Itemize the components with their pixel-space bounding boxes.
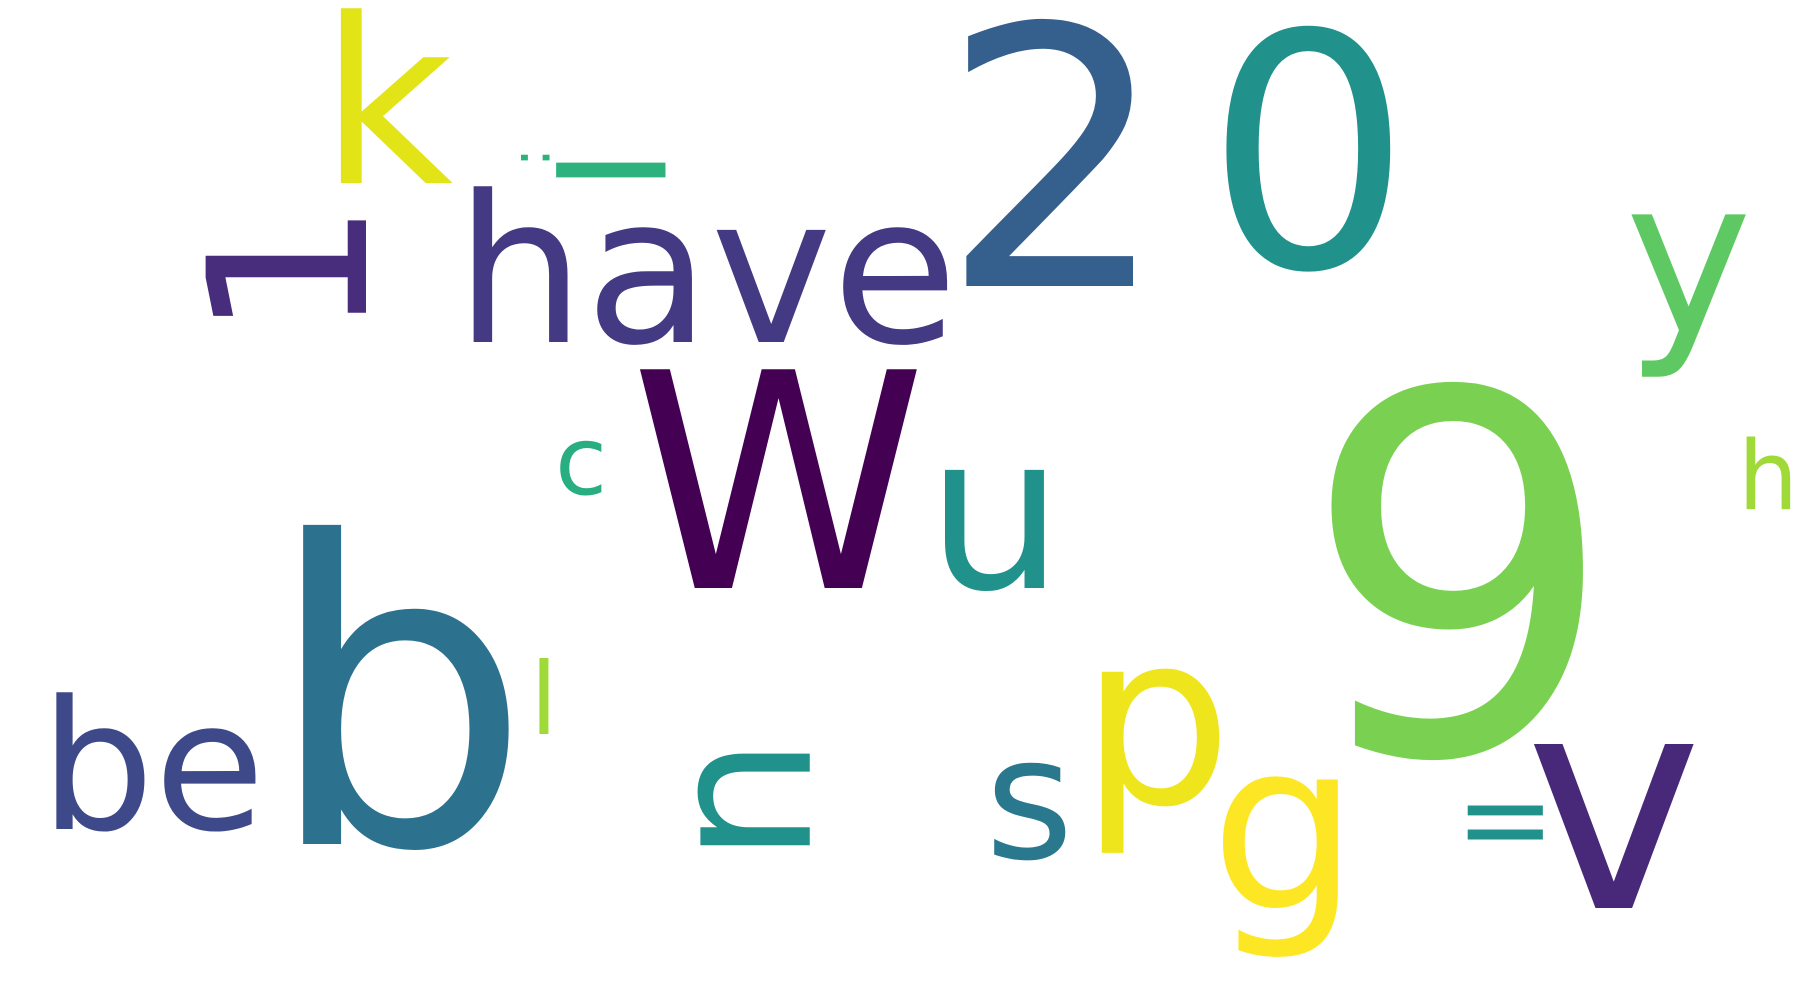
- word-nine: 9: [1300, 289, 1619, 871]
- word-h-small: h: [1738, 422, 1799, 532]
- word-v: v: [1525, 630, 1703, 979]
- word-c: c: [555, 407, 608, 517]
- word-two: 2: [940, 0, 1170, 371]
- word-wu: Wu: [630, 310, 1064, 659]
- word-zero: 0: [1205, 0, 1412, 344]
- word-g: g: [1210, 691, 1360, 964]
- word-equals: =: [1455, 750, 1556, 889]
- word-have: have: [455, 153, 958, 391]
- word-y: y: [1625, 132, 1753, 383]
- word-k: k: [320, 0, 454, 238]
- word-b: b: [265, 455, 532, 944]
- word-s: s: [985, 701, 1074, 899]
- word-one: 1: [161, 200, 418, 340]
- word-wu-tail: u: [926, 388, 1064, 639]
- word-be: be: [40, 663, 265, 872]
- word-l: l: [530, 641, 558, 758]
- word-u-rotated: u: [652, 736, 886, 864]
- word-p: p: [1080, 580, 1233, 860]
